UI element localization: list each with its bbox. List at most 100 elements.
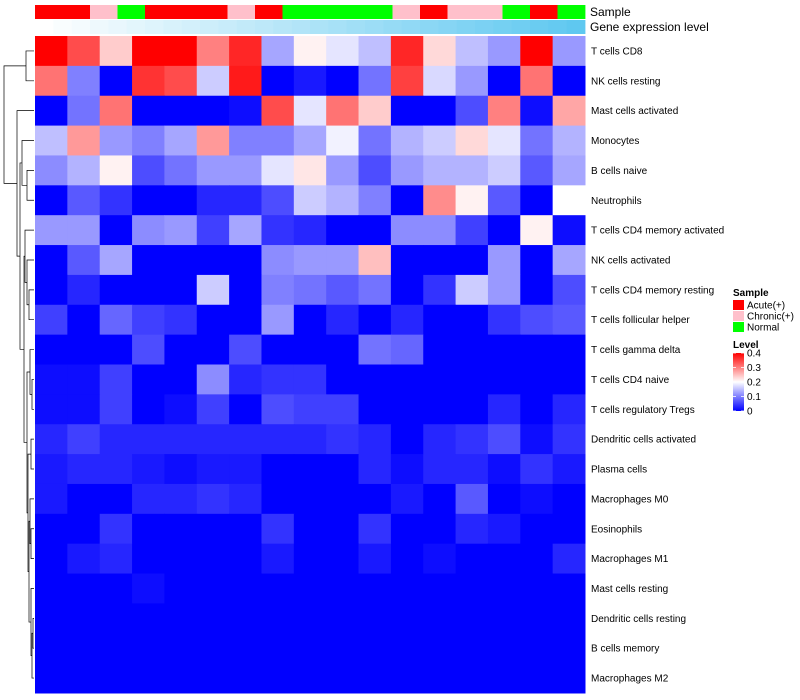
dendrogram-branch bbox=[26, 259, 34, 306]
heatmap-cell bbox=[132, 125, 165, 156]
row-labels: T cells CD8 NK cells resting Mast cells ac… bbox=[591, 46, 724, 684]
heatmap-cell bbox=[293, 304, 327, 336]
sample-annotation-cell bbox=[117, 5, 146, 19]
heatmap-cell bbox=[358, 633, 392, 664]
heatmap-cell bbox=[487, 215, 521, 246]
heatmap-cell bbox=[423, 543, 457, 575]
dendrogram-branch bbox=[25, 50, 34, 82]
sample-annotation-cell bbox=[310, 5, 338, 19]
heatmap-cell bbox=[293, 125, 327, 156]
heatmap-cell bbox=[552, 245, 586, 276]
heatmap-cell bbox=[423, 125, 457, 156]
heatmap-cell bbox=[35, 274, 68, 306]
expression-annotation-cell bbox=[126, 20, 146, 34]
heatmap-cell bbox=[229, 424, 262, 455]
heatmap-cell bbox=[552, 304, 586, 336]
heatmap-cell bbox=[293, 245, 327, 276]
heatmap-cell bbox=[261, 334, 295, 365]
heatmap-cell bbox=[67, 483, 101, 515]
heatmap-cell bbox=[67, 304, 101, 336]
heatmap-cell bbox=[35, 633, 68, 664]
heatmap-cell bbox=[229, 155, 262, 186]
heatmap-cell bbox=[35, 573, 68, 604]
level-legend: Level 0.4 0.3 0.2 0.1 0 bbox=[733, 340, 761, 418]
heatmap-cell bbox=[552, 483, 586, 515]
heatmap-cell bbox=[229, 573, 262, 604]
heatmap-cell bbox=[520, 215, 554, 246]
heatmap-cell bbox=[229, 513, 262, 545]
heatmap-cell bbox=[35, 603, 68, 634]
heatmap-cell bbox=[552, 424, 586, 455]
heatmap-cell bbox=[326, 483, 360, 515]
heatmap-cell bbox=[520, 454, 554, 485]
heatmap-cell bbox=[164, 304, 198, 336]
heatmap-cell bbox=[552, 454, 586, 485]
heatmap-cell bbox=[132, 36, 165, 67]
sample-annotation-cell bbox=[365, 5, 393, 19]
heatmap-cell bbox=[423, 334, 457, 365]
sample-annotation-cell bbox=[90, 5, 118, 19]
heatmap-cell bbox=[164, 394, 198, 425]
heatmap-cell bbox=[132, 185, 165, 216]
heatmap-cell bbox=[552, 274, 586, 306]
heatmap-cell bbox=[293, 513, 327, 545]
sample-legend-swatch bbox=[733, 300, 744, 310]
dendrogram-branch bbox=[30, 588, 34, 657]
heatmap-cell bbox=[132, 573, 165, 604]
heatmap-cell bbox=[229, 65, 262, 97]
dendrogram-branch bbox=[26, 371, 30, 514]
heatmap-cell bbox=[67, 663, 101, 694]
heatmap-cell bbox=[196, 334, 230, 365]
sample-annotation-cell bbox=[200, 5, 228, 19]
heatmap-cell bbox=[390, 543, 424, 575]
level-tick-label: 0.2 bbox=[747, 378, 761, 389]
heatmap-cell bbox=[196, 304, 230, 336]
heatmap-cell bbox=[552, 95, 586, 127]
heatmap-cell bbox=[35, 483, 68, 515]
sample-annotation-bar bbox=[35, 5, 586, 19]
heatmap-cell bbox=[358, 304, 392, 336]
heatmap-cell bbox=[99, 304, 133, 336]
heatmap-cell bbox=[293, 155, 327, 186]
expression-annotation-cell bbox=[401, 20, 421, 34]
heatmap-cell bbox=[455, 454, 489, 485]
heatmap-cell bbox=[326, 95, 360, 127]
level-tick-label: 0 bbox=[747, 407, 753, 418]
heatmap-cell bbox=[293, 573, 327, 604]
heatmap-cell bbox=[164, 663, 198, 694]
heatmap-cell bbox=[196, 603, 230, 634]
heatmap-cell bbox=[35, 65, 68, 97]
heatmap-cell bbox=[293, 274, 327, 306]
heatmap-cell bbox=[487, 245, 521, 276]
heatmap-cell bbox=[293, 603, 327, 634]
heatmap-cell bbox=[229, 394, 262, 425]
expression-annotation-cell bbox=[145, 20, 164, 34]
heatmap-cell bbox=[67, 274, 101, 306]
heatmap-cell bbox=[132, 95, 165, 127]
heatmap-cell bbox=[390, 155, 424, 186]
heatmap-cell bbox=[35, 95, 68, 127]
heatmap-cell bbox=[358, 513, 392, 545]
heatmap-cell bbox=[390, 185, 424, 216]
heatmap-cell bbox=[196, 36, 230, 67]
sample-annotation-label: Sample bbox=[590, 5, 631, 19]
heatmap-cell bbox=[423, 95, 457, 127]
heatmap-cell bbox=[293, 364, 327, 395]
heatmap-cell bbox=[520, 633, 554, 664]
heatmap-cell bbox=[196, 543, 230, 575]
heatmap-cell bbox=[261, 633, 295, 664]
sample-annotation-cell bbox=[392, 5, 421, 19]
heatmap-cell bbox=[487, 304, 521, 336]
row-label: Plasma cells bbox=[591, 465, 647, 476]
heatmap-cell bbox=[358, 215, 392, 246]
heatmap-cell bbox=[35, 663, 68, 694]
heatmap-cell bbox=[487, 483, 521, 515]
heatmap-cell bbox=[423, 274, 457, 306]
expression-annotation-cell bbox=[255, 20, 274, 34]
heatmap-cell bbox=[196, 245, 230, 276]
level-tick-label: 0.3 bbox=[747, 363, 761, 374]
heatmap-cell bbox=[326, 633, 360, 664]
expression-annotation-cell bbox=[530, 20, 549, 34]
heatmap-cell bbox=[326, 36, 360, 67]
